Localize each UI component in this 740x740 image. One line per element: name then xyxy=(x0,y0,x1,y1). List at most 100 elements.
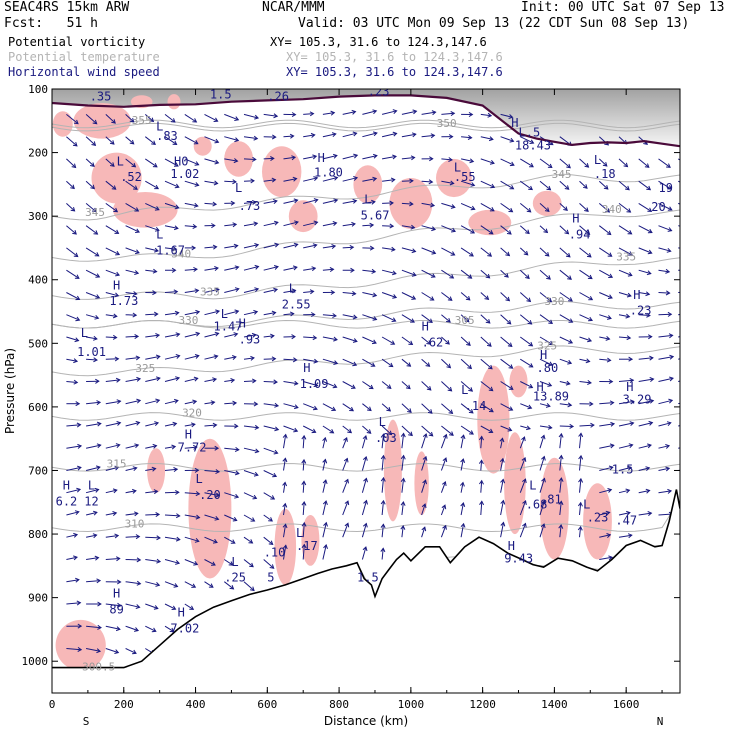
wind-arrow-head xyxy=(446,363,452,369)
theta-label: 330 xyxy=(544,295,564,308)
wind-arrow-head xyxy=(250,586,255,592)
wind-arrow xyxy=(105,648,119,654)
wind-arrow-head xyxy=(389,223,395,229)
wind-arrow xyxy=(145,377,161,382)
wind-arrow-head xyxy=(230,378,236,383)
wind-arrow-head xyxy=(194,467,200,473)
wind-arrow-head xyxy=(95,273,101,278)
wind-arrow xyxy=(342,358,357,366)
extremum-label: .17 xyxy=(296,539,318,553)
wind-arrow xyxy=(283,199,298,204)
wind-arrow-head xyxy=(688,184,692,188)
wind-arrow-head xyxy=(190,422,196,428)
pv-region xyxy=(73,103,131,139)
wind-arrow-head xyxy=(410,155,416,161)
wind-arrow-head xyxy=(450,251,456,256)
wind-arrow xyxy=(441,158,453,161)
wind-arrow xyxy=(599,269,613,278)
extremum-label: .68 xyxy=(526,498,548,512)
wind-arrow xyxy=(184,202,198,207)
wind-arrow xyxy=(184,514,200,519)
wind-arrow xyxy=(224,223,237,227)
wind-arrow-head xyxy=(301,543,307,549)
wind-arrow-head xyxy=(347,428,353,434)
wind-arrow xyxy=(618,336,631,339)
wind-arrow-head xyxy=(488,229,494,235)
wind-arrow xyxy=(224,245,238,249)
wind-arrow xyxy=(184,536,199,542)
wind-arrow xyxy=(85,180,95,189)
wind-arrow-head xyxy=(406,362,412,367)
wind-arrow xyxy=(322,268,334,271)
wind-arrow-head xyxy=(558,454,564,460)
wind-arrow xyxy=(460,336,471,346)
wind-arrow-head xyxy=(234,137,240,143)
wind-arrow xyxy=(204,158,219,164)
wind-arrow xyxy=(520,425,531,430)
wind-arrow-head xyxy=(500,499,506,505)
wind-arrow-head xyxy=(250,355,255,361)
extremum-label: L xyxy=(275,78,282,92)
wind-arrow-head xyxy=(521,457,527,462)
wind-arrow-head xyxy=(508,114,514,119)
forecast-hour: Fcst: 51 h xyxy=(4,16,98,31)
wind-arrow-head xyxy=(289,133,295,139)
wind-arrow-head xyxy=(135,534,141,540)
wind-arrow-head xyxy=(527,404,533,410)
wind-arrow-head xyxy=(448,409,454,415)
wind-arrow xyxy=(125,512,138,516)
wind-arrow xyxy=(579,180,588,189)
wind-arrow-head xyxy=(689,355,693,359)
wind-arrow xyxy=(401,455,405,471)
wind-arrow xyxy=(441,358,451,369)
wind-arrow-head xyxy=(449,431,454,436)
wind-arrow-head xyxy=(301,480,307,486)
wind-arrow-head xyxy=(273,265,279,270)
theta-label: 330 xyxy=(178,314,198,327)
wind-arrow-head xyxy=(588,295,594,301)
extremum-label: H xyxy=(174,154,181,168)
wind-arrow xyxy=(204,288,220,293)
wind-arrow-head xyxy=(274,242,280,248)
wind-arrow xyxy=(105,466,119,471)
wind-arrow-head xyxy=(254,448,260,454)
pv-region xyxy=(52,111,73,137)
wind-arrow-head xyxy=(544,252,550,257)
wind-arrow xyxy=(638,247,652,254)
wind-arrow-head xyxy=(254,114,260,120)
wind-arrow xyxy=(105,269,120,276)
wind-arrow xyxy=(500,113,513,118)
wind-arrow xyxy=(460,435,465,449)
wind-arrow-head xyxy=(301,501,307,506)
wind-arrow-head xyxy=(134,270,140,275)
wind-arrow-head xyxy=(558,500,564,506)
wind-arrow xyxy=(125,625,139,632)
wind-arrow-head xyxy=(175,332,181,338)
theta-label: 315 xyxy=(107,457,127,470)
wind-arrow-head xyxy=(96,400,102,406)
wind-arrow xyxy=(283,243,298,249)
wind-arrow xyxy=(283,358,297,361)
theta-label: 340 xyxy=(171,248,191,261)
wind-arrow xyxy=(105,444,120,449)
wind-arrow xyxy=(559,269,572,280)
terrain-layer xyxy=(52,489,680,693)
wind-arrow xyxy=(145,445,157,449)
wind-arrow-head xyxy=(230,200,236,206)
wind-arrow-head xyxy=(73,252,79,258)
wind-arrow xyxy=(164,333,180,338)
extremum-label: .35 xyxy=(90,89,112,103)
wind-arrow xyxy=(520,336,533,347)
wind-arrow xyxy=(381,455,384,471)
extremum-label: H xyxy=(540,348,547,362)
wind-arrow xyxy=(263,559,275,569)
wind-arrow-head xyxy=(350,384,356,389)
wind-arrow xyxy=(224,470,240,475)
wind-arrow-head xyxy=(369,245,375,251)
wind-arrow xyxy=(500,247,510,256)
wind-arrow xyxy=(381,292,397,298)
wind-arrow xyxy=(243,158,256,160)
wind-arrow xyxy=(559,433,562,449)
wind-arrow xyxy=(66,336,79,342)
wind-arrow-head xyxy=(422,433,428,438)
